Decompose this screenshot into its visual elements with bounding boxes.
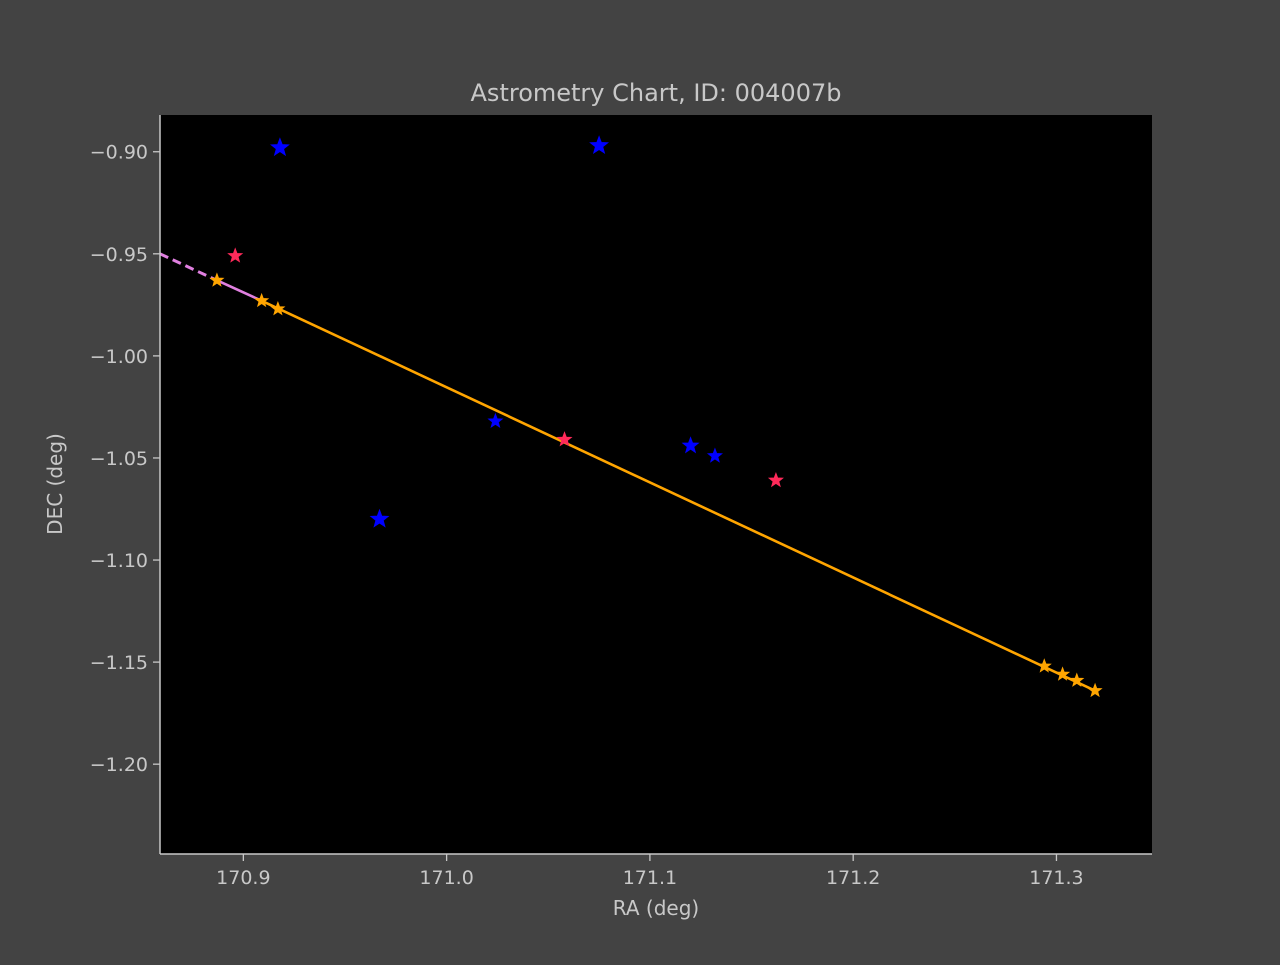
- series-2-point-1: [254, 292, 270, 308]
- y-tick-label-0: −0.90: [90, 142, 148, 164]
- x-axis-label: RA (deg): [613, 896, 699, 920]
- series-2-point-0: [209, 272, 225, 287]
- x-tick-label-3: 171.2: [826, 867, 880, 889]
- x-tick-label-0: 170.9: [216, 867, 270, 889]
- series-0-point-2: [369, 508, 390, 528]
- y-axis-ticks: −0.90 −0.95 −1.00 −1.05 −1.10 −1.15 −1.20: [90, 142, 160, 776]
- series-0-point-0: [270, 137, 290, 157]
- series-4-line: [216, 279, 263, 302]
- series-0-point-3: [487, 412, 504, 429]
- series-2-point-2: [270, 301, 286, 316]
- series-3-line: [159, 252, 218, 282]
- y-tick-label-4: −1.10: [90, 550, 148, 572]
- x-tick-label-2: 171.1: [623, 867, 677, 889]
- y-axis-label: DEC (deg): [43, 433, 67, 535]
- series-1-point-2: [767, 471, 784, 488]
- series-2-point-3: [1036, 658, 1052, 673]
- series-2-point-5: [1069, 672, 1085, 687]
- y-tick-label-2: −1.00: [90, 346, 148, 368]
- series-2-point-4: [1055, 666, 1071, 681]
- y-tick-label-3: −1.05: [90, 448, 148, 470]
- x-tick-label-4: 171.3: [1029, 867, 1083, 889]
- chart-title: Astrometry Chart, ID: 004007b: [471, 79, 842, 107]
- series-1-point-0: [227, 247, 244, 263]
- y-tick-label-1: −0.95: [90, 244, 148, 266]
- series-0-point-1: [589, 135, 609, 155]
- series-2-line: [261, 299, 1096, 692]
- series-1-point-1: [556, 431, 573, 447]
- y-tick-label-6: −1.20: [90, 754, 148, 776]
- y-tick-label-5: −1.15: [90, 652, 148, 674]
- series-2-point-6: [1087, 682, 1103, 698]
- x-axis-ticks: 170.9 171.0 171.1 171.2 171.3: [216, 854, 1084, 889]
- series-layer: [159, 135, 1103, 698]
- series-0-point-5: [706, 447, 723, 463]
- series-0-point-4: [681, 436, 700, 454]
- x-tick-label-1: 171.0: [419, 867, 473, 889]
